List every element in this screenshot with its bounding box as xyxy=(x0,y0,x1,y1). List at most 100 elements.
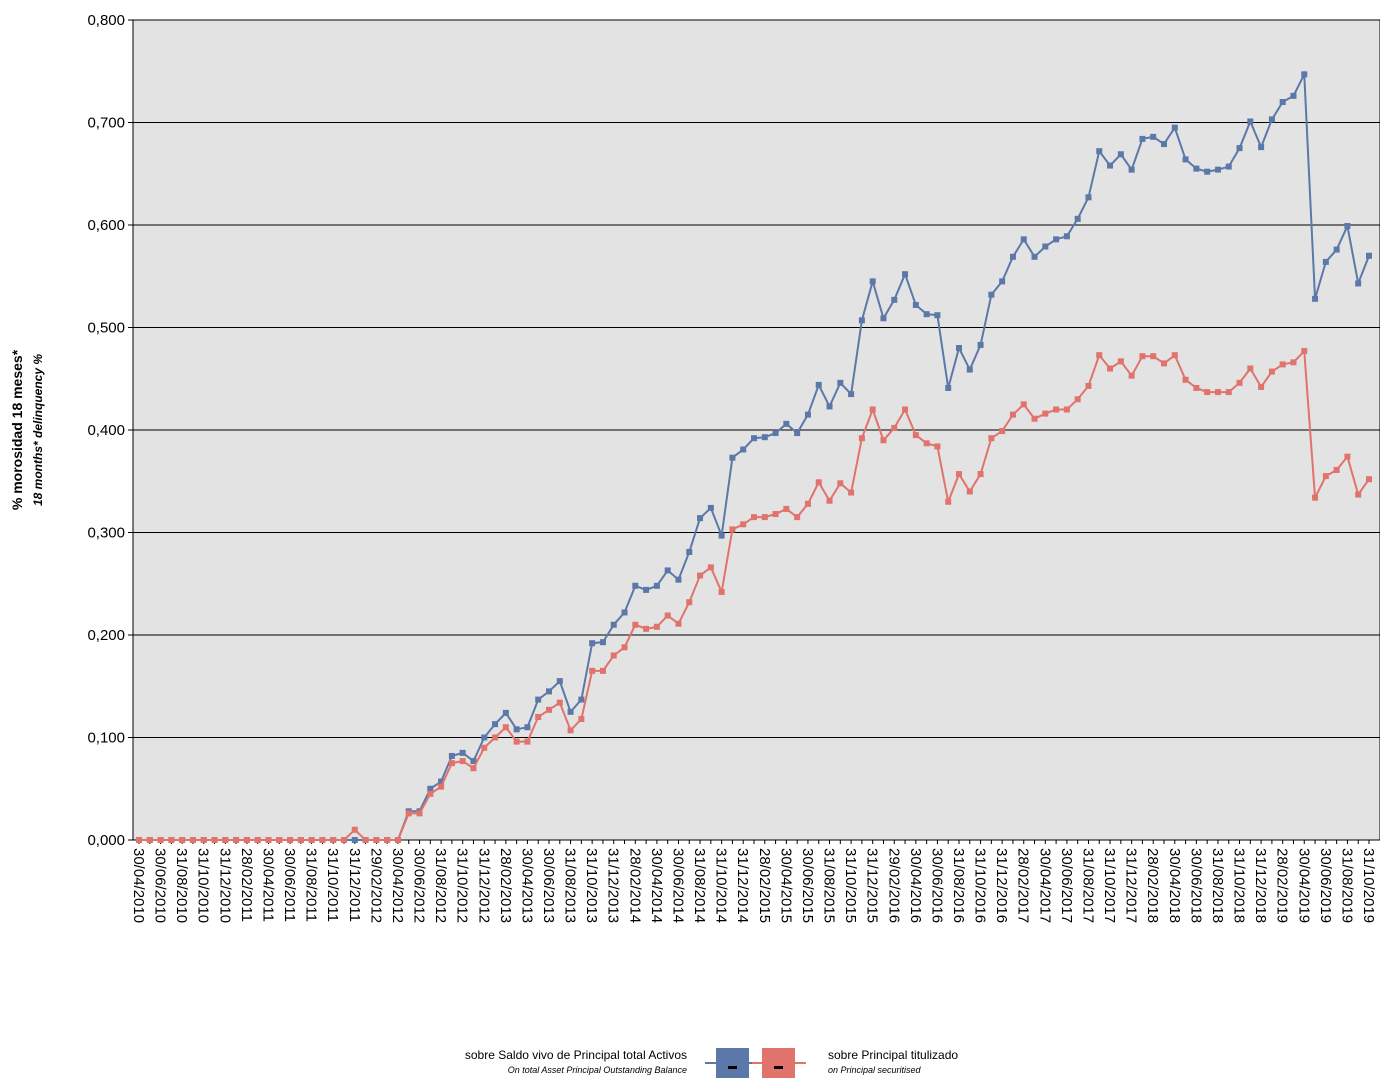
marker xyxy=(546,706,552,713)
marker xyxy=(740,446,747,453)
marker xyxy=(664,612,671,619)
marker xyxy=(1301,71,1308,78)
marker xyxy=(308,837,315,843)
x-tick-label: 30/04/2014 xyxy=(648,848,665,923)
x-tick-label: 28/02/2018 xyxy=(1144,848,1161,923)
marker xyxy=(880,437,887,444)
marker xyxy=(146,837,153,843)
marker xyxy=(1042,410,1049,417)
marker xyxy=(1312,295,1319,302)
marker xyxy=(416,810,423,817)
marker xyxy=(1355,491,1362,498)
marker xyxy=(578,696,585,703)
marker xyxy=(977,341,984,348)
marker xyxy=(589,667,596,674)
x-tick-label: 31/12/2017 xyxy=(1123,848,1140,923)
marker xyxy=(858,435,865,442)
marker xyxy=(341,837,347,843)
x-tick-label: 31/10/2019 xyxy=(1360,848,1377,923)
marker xyxy=(427,785,434,792)
marker xyxy=(1171,124,1178,131)
marker xyxy=(1322,473,1329,480)
x-tick-label: 31/12/2011 xyxy=(346,848,363,922)
marker xyxy=(761,434,768,441)
marker xyxy=(848,489,855,496)
x-tick-label: 31/10/2018 xyxy=(1231,848,1248,923)
marker xyxy=(934,443,941,450)
x-tick-label: 30/06/2016 xyxy=(928,848,945,923)
marker xyxy=(837,379,844,386)
x-tick-label: 31/10/2011 xyxy=(324,848,341,922)
marker xyxy=(794,514,801,521)
marker xyxy=(1333,246,1340,253)
marker xyxy=(718,532,725,539)
marker xyxy=(912,432,919,439)
marker xyxy=(891,296,898,303)
marker xyxy=(1150,133,1157,140)
marker xyxy=(1258,144,1265,151)
marker xyxy=(136,837,142,843)
marker xyxy=(923,440,930,447)
marker xyxy=(686,548,693,555)
marker xyxy=(1074,215,1081,222)
marker xyxy=(243,837,250,843)
x-tick-label: 31/12/2014 xyxy=(734,848,751,923)
marker xyxy=(945,498,952,505)
marker xyxy=(556,678,563,685)
marker xyxy=(405,810,412,817)
marker xyxy=(1225,389,1232,396)
marker xyxy=(524,738,531,745)
y-tick-label: 0,100 xyxy=(87,730,125,747)
marker xyxy=(1236,379,1243,386)
marker xyxy=(643,625,650,632)
marker xyxy=(912,301,919,308)
marker xyxy=(599,639,606,646)
marker xyxy=(1204,389,1211,396)
marker xyxy=(459,758,466,765)
marker xyxy=(707,564,714,571)
marker xyxy=(233,837,240,843)
marker xyxy=(880,315,887,322)
legend-swatch xyxy=(762,1048,795,1078)
marker xyxy=(664,567,671,574)
marker xyxy=(1301,348,1308,355)
marker xyxy=(1182,156,1189,163)
marker xyxy=(459,749,466,756)
marker xyxy=(1312,494,1319,501)
marker xyxy=(653,623,660,630)
marker xyxy=(761,514,768,521)
marker xyxy=(524,724,531,731)
x-tick-label: 28/02/2019 xyxy=(1274,848,1291,923)
marker xyxy=(1247,365,1254,372)
marker xyxy=(1182,376,1189,383)
marker xyxy=(1225,163,1232,170)
marker xyxy=(1107,365,1114,372)
marker xyxy=(351,837,358,843)
marker xyxy=(394,837,401,843)
marker xyxy=(675,620,682,627)
marker xyxy=(1128,372,1135,379)
marker xyxy=(448,760,455,767)
marker xyxy=(751,514,757,521)
x-tick-label: 31/12/2013 xyxy=(605,848,622,923)
marker xyxy=(902,271,909,278)
marker xyxy=(999,428,1006,435)
marker xyxy=(448,752,455,759)
marker xyxy=(815,479,822,486)
x-tick-label: 31/08/2012 xyxy=(432,848,449,923)
marker xyxy=(858,317,865,324)
marker xyxy=(1053,406,1060,413)
marker xyxy=(729,454,736,461)
marker xyxy=(535,696,542,703)
x-tick-label: 31/10/2015 xyxy=(842,848,859,923)
x-tick-label: 30/06/2018 xyxy=(1187,848,1204,923)
marker xyxy=(1193,165,1200,172)
marker xyxy=(1139,353,1146,360)
marker xyxy=(351,826,358,833)
marker xyxy=(502,709,509,716)
marker xyxy=(610,621,617,628)
marker xyxy=(740,521,747,528)
marker xyxy=(276,837,283,843)
